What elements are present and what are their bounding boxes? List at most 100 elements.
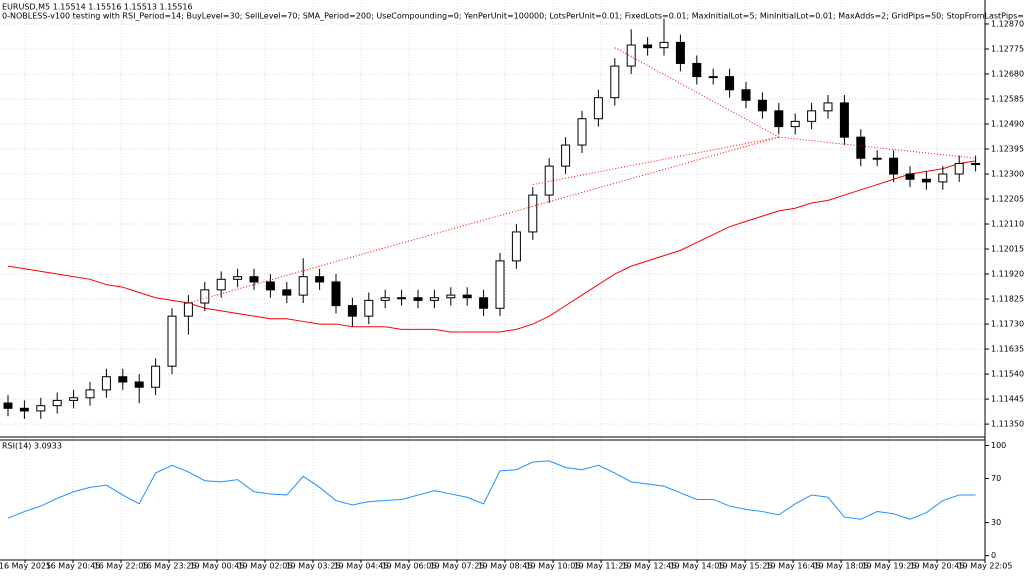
- y-tick-label: 1.12585: [991, 94, 1024, 103]
- candle-body: [347, 305, 357, 317]
- candle-body: [544, 165, 554, 196]
- candle-body: [790, 120, 800, 128]
- candle-body: [626, 44, 636, 67]
- candle-body: [413, 297, 423, 301]
- candle-body: [593, 97, 603, 120]
- x-tick-label: 16 May 20:45: [46, 562, 101, 571]
- candle-body: [921, 178, 931, 183]
- candle-body: [200, 289, 210, 304]
- candle-body: [429, 297, 439, 301]
- x-tick-label: 19 May 03:25: [286, 562, 341, 571]
- y-tick-label: 1.11445: [991, 395, 1024, 404]
- x-tick-label: 19 May 15:25: [718, 562, 773, 571]
- candle-body: [757, 99, 767, 112]
- candle-body: [397, 297, 407, 300]
- candle-body: [298, 276, 308, 296]
- candle-body: [905, 173, 915, 180]
- candle-body: [725, 76, 735, 91]
- trade-line: [188, 136, 779, 304]
- y-tick-label: 1.11920: [991, 270, 1024, 279]
- candle-body: [69, 397, 79, 401]
- candle-body: [19, 407, 29, 412]
- candle-body: [101, 376, 111, 391]
- candle-body: [249, 276, 259, 283]
- candle-body: [807, 110, 817, 122]
- candle-body: [954, 162, 964, 175]
- y-tick-label: 1.11730: [991, 320, 1024, 329]
- x-tick-label: 19 May 11:25: [574, 562, 629, 571]
- x-tick-label: 19 May 00:45: [190, 562, 245, 571]
- y-tick-label: 1.12300: [991, 170, 1024, 179]
- candle-body: [331, 281, 341, 307]
- candle-body: [134, 381, 144, 388]
- y-tick-label: 1.11540: [991, 370, 1024, 379]
- candle-body: [265, 281, 275, 291]
- candle-body: [659, 41, 669, 49]
- candle-body: [315, 276, 325, 283]
- candle-body: [938, 173, 948, 183]
- y-tick-label: 1.12680: [991, 69, 1024, 78]
- x-tick-label: 19 May 19:25: [862, 562, 917, 571]
- candle-body: [233, 276, 243, 280]
- y-tick-label: 1.12015: [991, 245, 1024, 254]
- x-tick-label: 19 May 06:05: [382, 562, 437, 571]
- candle-body: [675, 41, 685, 64]
- y-tick-label: 1.12775: [991, 44, 1024, 53]
- x-tick-label: 19 May 12:45: [622, 562, 677, 571]
- candle-body: [577, 118, 587, 146]
- indicator-title: RSI(14) 3.0933: [2, 442, 62, 451]
- candle-body: [3, 402, 13, 409]
- candle-body: [183, 302, 193, 317]
- candle-body: [971, 162, 981, 165]
- y-tick-label: 1.12110: [991, 220, 1024, 229]
- trade-line: [614, 47, 780, 138]
- x-tick-label: 19 May 07:25: [430, 562, 485, 571]
- x-tick-label: 19 May 22:05: [958, 562, 1013, 571]
- candle-body: [216, 278, 226, 291]
- x-tick-label: 19 May 16:45: [766, 562, 821, 571]
- candle-body: [462, 294, 472, 299]
- candle-body: [561, 144, 571, 167]
- y-tick-label: 1.11350: [991, 420, 1024, 429]
- candle-body: [610, 65, 620, 99]
- moving-average: [7, 160, 976, 333]
- y-tick-label: 1.12395: [991, 145, 1024, 154]
- candle-body: [528, 194, 538, 233]
- x-tick-label: 19 May 04:45: [334, 562, 389, 571]
- x-tick-label: 19 May 14:05: [670, 562, 725, 571]
- y-tick-label: 70: [991, 474, 1001, 483]
- y-tick-label: 0: [991, 551, 996, 560]
- x-tick-label: 19 May 02:05: [238, 562, 293, 571]
- y-tick-label: 1.11825: [991, 295, 1024, 304]
- x-tick-label: 16 May 22:05: [94, 562, 149, 571]
- candle-body: [85, 389, 95, 399]
- x-tick-label: 19 May 08:45: [478, 562, 533, 571]
- x-tick-label: 19 May 10:05: [526, 562, 581, 571]
- candle-body: [479, 297, 489, 309]
- x-tick-label: 16 May 2025: [0, 562, 51, 571]
- candle-body: [167, 315, 177, 367]
- candle-body: [741, 89, 751, 101]
- candle-body: [856, 136, 866, 159]
- candle-body: [889, 157, 899, 175]
- candle-body: [823, 102, 833, 112]
- candle-body: [282, 289, 292, 296]
- candle-body: [774, 110, 784, 128]
- x-tick-label: 16 May 23:25: [142, 562, 197, 571]
- y-tick-label: 1.11635: [991, 345, 1024, 354]
- y-tick-label: 100: [991, 441, 1006, 450]
- candle-body: [380, 297, 390, 301]
- x-tick-label: 19 May 20:45: [910, 562, 965, 571]
- candle-body: [872, 157, 882, 160]
- y-tick-label: 1.12490: [991, 119, 1024, 128]
- candle-body: [446, 294, 456, 299]
- y-tick-label: 1.12870: [991, 19, 1024, 28]
- candle-body: [708, 76, 718, 79]
- grid: [0, 0, 986, 560]
- candle-body: [495, 260, 505, 309]
- candle-body: [36, 405, 46, 412]
- rsi-line: [7, 460, 976, 520]
- chart-title: EURUSD,M5 1.15514 1.15516 1.15513 1.1551…: [2, 3, 193, 12]
- candle-body: [692, 62, 702, 78]
